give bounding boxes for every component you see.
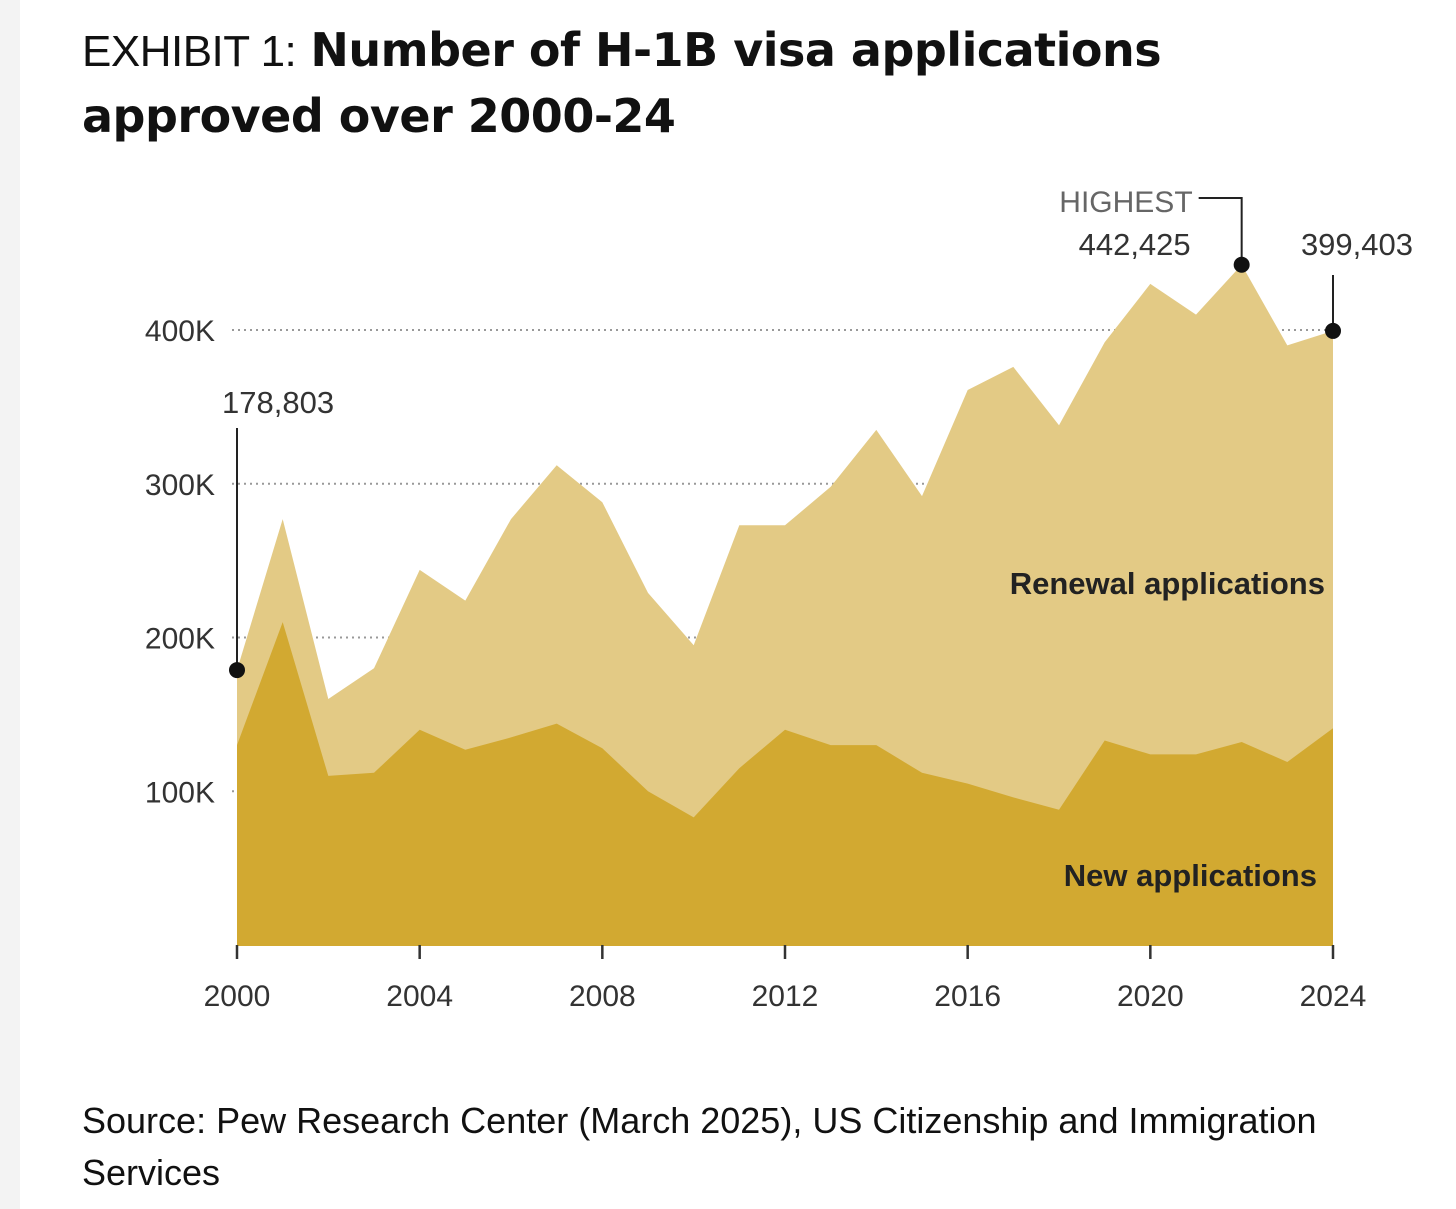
chart-title: Number of H-1B visa applications approve… xyxy=(82,23,1162,143)
y-tick-label: 400K xyxy=(145,315,215,348)
end-value-label: 399,403 xyxy=(1301,227,1413,262)
x-tick-label: 2004 xyxy=(386,980,453,1013)
area-new-applications xyxy=(237,622,1333,945)
x-tick-label: 2016 xyxy=(934,980,1001,1013)
series-labels: Renewal applications New applications xyxy=(1010,566,1325,893)
annotation-dot xyxy=(1233,256,1250,273)
annotations: 178,803 HIGHEST 442,425 399,403 xyxy=(222,186,1413,679)
leader-line-highest xyxy=(1198,197,1243,265)
y-axis-ticks: 100K 200K 300K 400K xyxy=(145,315,215,809)
exhibit-title: EXHIBIT 1: Number of H-1B visa applicati… xyxy=(82,18,1412,148)
x-tick-label: 2020 xyxy=(1117,980,1184,1013)
x-tick-label: 2008 xyxy=(569,980,636,1013)
highest-tag: HIGHEST xyxy=(1059,186,1192,219)
source-note: Source: Pew Research Center (March 2025)… xyxy=(82,1100,1317,1193)
annotation-dot xyxy=(229,662,245,679)
exhibit-number: EXHIBIT 1: xyxy=(82,27,297,76)
annotation-dot xyxy=(1325,322,1341,339)
y-tick-label: 300K xyxy=(145,469,215,502)
highest-value-label: 442,425 xyxy=(1079,227,1191,262)
stacked-areas xyxy=(237,264,1333,945)
new-series-label: New applications xyxy=(1064,858,1317,893)
x-tick-label: 2000 xyxy=(204,980,271,1013)
x-tick-label: 2012 xyxy=(752,980,819,1013)
x-axis: 2000 2004 2008 2012 2016 2020 2024 xyxy=(204,944,1367,1013)
renewal-series-label: Renewal applications xyxy=(1010,566,1325,601)
y-tick-label: 100K xyxy=(145,776,215,809)
left-margin-strip xyxy=(0,0,20,1209)
start-value-label: 178,803 xyxy=(222,385,334,420)
y-tick-label: 200K xyxy=(145,623,215,656)
x-tick-label: 2024 xyxy=(1300,980,1367,1013)
